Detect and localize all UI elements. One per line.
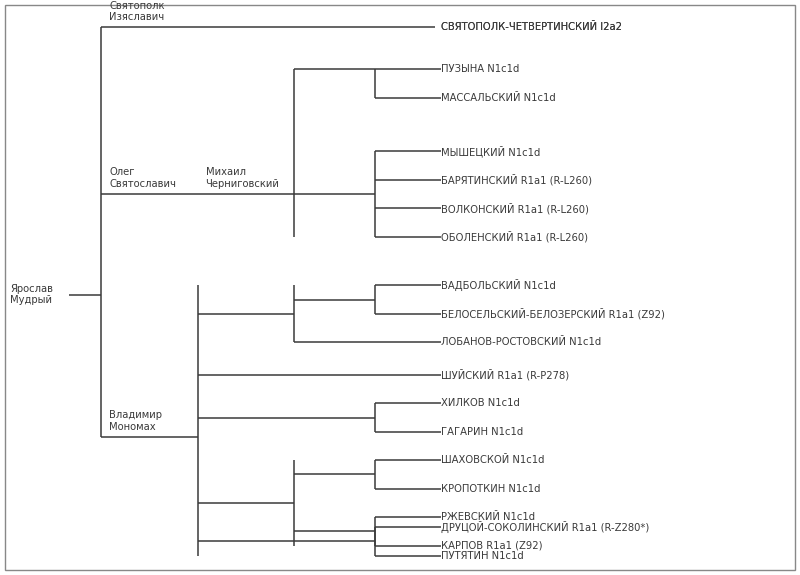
Text: ПУТЯТИН N1c1d: ПУТЯТИН N1c1d [441,551,523,561]
Text: ШУЙСКИЙ R1a1 (R-P278): ШУЙСКИЙ R1a1 (R-P278) [441,369,569,381]
Text: КАРПОВ R1a1 (Z92): КАРПОВ R1a1 (Z92) [441,540,542,550]
Text: БЕЛОСЕЛЬСКИЙ-БЕЛОЗЕРСКИЙ R1a1 (Z92): БЕЛОСЕЛЬСКИЙ-БЕЛОЗЕРСКИЙ R1a1 (Z92) [441,308,664,320]
Text: ПУЗЫНА N1c1d: ПУЗЫНА N1c1d [441,64,519,74]
Text: Святополк
Изяславич: Святополк Изяславич [110,1,165,22]
Text: КРОПОТКИН N1c1d: КРОПОТКИН N1c1d [441,484,540,494]
Text: ДРУЦОЙ-СОКОЛИНСКИЙ R1a1 (R-Z280*): ДРУЦОЙ-СОКОЛИНСКИЙ R1a1 (R-Z280*) [441,521,649,533]
Text: БАРЯТИНСКИЙ R1a1 (R-L260): БАРЯТИНСКИЙ R1a1 (R-L260) [441,174,591,186]
Text: СВЯТОПОЛК-ЧЕТВЕРТИНСКИЙ I2a2: СВЯТОПОЛК-ЧЕТВЕРТИНСКИЙ I2a2 [441,22,622,32]
Text: ГАГАРИН N1c1d: ГАГАРИН N1c1d [441,427,522,437]
Text: РЖЕВСКИЙ N1c1d: РЖЕВСКИЙ N1c1d [441,512,534,522]
Text: ХИЛКОВ N1c1d: ХИЛКОВ N1c1d [441,398,519,408]
Text: Михаил
Черниговский: Михаил Черниговский [206,167,279,189]
Text: МАССАЛЬСКИЙ N1c1d: МАССАЛЬСКИЙ N1c1d [441,93,555,102]
Text: ВОЛКОНСКИЙ R1a1 (R-L260): ВОЛКОНСКИЙ R1a1 (R-L260) [441,202,588,214]
Text: ЛОБАНОВ-РОСТОВСКИЙ N1c1d: ЛОБАНОВ-РОСТОВСКИЙ N1c1d [441,338,601,347]
Text: СВЯТОПОЛК-ЧЕТВЕРТИНСКИЙ I2a2: СВЯТОПОЛК-ЧЕТВЕРТИНСКИЙ I2a2 [441,22,622,32]
Text: ОБОЛЕНСКИЙ R1a1 (R-L260): ОБОЛЕНСКИЙ R1a1 (R-L260) [441,231,587,243]
Text: МЫШЕЦКИЙ N1c1d: МЫШЕЦКИЙ N1c1d [441,145,540,157]
Text: ШАХОВСКОЙ N1c1d: ШАХОВСКОЙ N1c1d [441,455,544,465]
Text: Олег
Святославич: Олег Святославич [110,167,176,189]
Text: Ярослав
Мудрый: Ярослав Мудрый [10,284,53,305]
Text: ВАДБОЛЬСКИЙ N1c1d: ВАДБОЛЬСКИЙ N1c1d [441,279,555,292]
Text: Владимир
Мономах: Владимир Мономах [110,410,162,432]
